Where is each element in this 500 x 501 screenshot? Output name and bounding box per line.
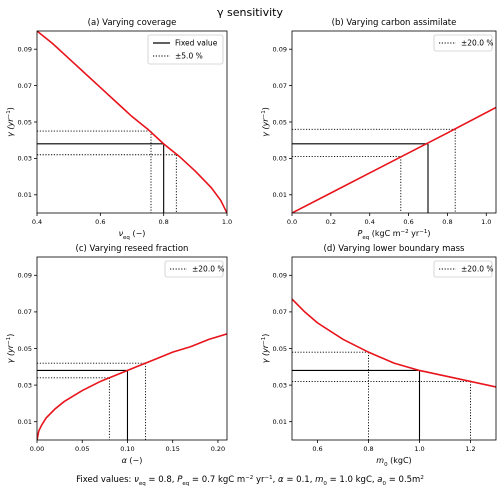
y-tick-label: 0.09: [273, 46, 287, 54]
x-tick-label: 0.8: [363, 445, 373, 453]
x-tick-label: 0.20: [211, 445, 225, 453]
legend-label: ±20.0 %: [192, 265, 225, 274]
x-tick-label: 0.8: [158, 218, 168, 226]
y-tick-label: 0.01: [18, 191, 32, 199]
y-tick-label: 0.09: [18, 46, 32, 54]
chart-panel-4: (d) Varying lower boundary mass 0.6 0.8 1.0…: [261, 244, 497, 468]
guide-lines: [37, 130, 177, 213]
x-tick-label: 0.0: [287, 218, 297, 226]
legend-box: [433, 34, 493, 52]
y-axis-label: γ (yr−1): [6, 107, 15, 137]
figure-title: γ sensitivity: [217, 6, 284, 19]
panel-title: (b) Varying carbon assimilate: [332, 18, 457, 28]
y-tick-label: 0.03: [18, 155, 32, 163]
legend-label: ±20.0 %: [461, 39, 494, 48]
y-tick-label: 0.05: [273, 118, 287, 126]
guide-lines: [292, 351, 471, 440]
y-tick-label: 0.01: [273, 418, 287, 426]
y-tick-label: 0.05: [18, 118, 32, 126]
x-tick-label: 0.2: [326, 218, 336, 226]
y-tick-label: 0.01: [273, 191, 287, 199]
legend-box: [164, 260, 224, 278]
panel-title: (c) Varying reseed fraction: [76, 244, 189, 254]
y-axis-label: γ (yr−1): [261, 107, 270, 137]
panel-title: (d) Varying lower boundary mass: [324, 244, 466, 254]
axes-frame: [291, 30, 497, 214]
y-tick-label: 0.05: [273, 345, 287, 353]
x-tick-label: 0.15: [165, 445, 179, 453]
gamma-curve: [37, 31, 227, 213]
chart-panel-3: (c) Varying reseed fraction 0.00 0.05 0.10 0…: [6, 244, 228, 465]
legend: ±20.0 %: [433, 260, 494, 278]
x-tick-label: 0.8: [442, 218, 452, 226]
panel-title: (a) Varying coverage: [88, 18, 177, 28]
y-tick-label: 0.09: [18, 272, 32, 280]
legend: ±20.0 %: [433, 34, 494, 52]
y-tick-label: 0.07: [273, 308, 287, 316]
gamma-curve: [37, 333, 227, 440]
axes-frame: [36, 256, 228, 441]
y-tick-label: 0.05: [18, 345, 32, 353]
x-tick-label: 1.0: [481, 218, 491, 226]
guide-lines: [292, 128, 456, 213]
x-tick-label: 0.05: [75, 445, 89, 453]
x-tick-label: 1.0: [222, 218, 232, 226]
chart-panel-2: (b) Varying carbon assimilate 0.0 0.2 0.4 0.…: [261, 18, 497, 241]
footer-fixed-values: Fixed values: νeq = 0.8, Peq = 0.7 kgC m…: [76, 475, 424, 487]
legend-label: ±5.0 %: [175, 52, 203, 61]
legend: Fixed value ±5.0 %: [147, 34, 224, 65]
y-tick-label: 0.01: [18, 418, 32, 426]
legend-box: [433, 260, 493, 278]
chart-panel-1: (a) Varying coverage 0.4 0.6 0.8 1.0 0.01 0.03…: [6, 18, 232, 241]
y-tick-label: 0.09: [273, 272, 287, 280]
x-tick-label: 0.4: [32, 218, 42, 226]
x-tick-label: 0.10: [120, 445, 134, 453]
x-tick-label: 0.00: [30, 445, 44, 453]
x-tick-label: 0.6: [95, 218, 105, 226]
gamma-curve: [292, 106, 496, 213]
x-tick-label: 0.6: [403, 218, 413, 226]
x-tick-label: 1.0: [414, 445, 424, 453]
x-axis-label: α (−): [122, 456, 143, 465]
chart-panels: (a) Varying coverage 0.4 0.6 0.8 1.0 0.01 0.03…: [6, 18, 497, 468]
legend-label: Fixed value: [175, 39, 218, 48]
legend-label: ±20.0 %: [461, 265, 494, 274]
x-axis-label: νeq (−): [119, 229, 146, 241]
legend: ±20.0 %: [164, 260, 225, 278]
y-axis-label: γ (yr−1): [261, 334, 270, 364]
y-tick-label: 0.07: [18, 82, 32, 90]
gamma-curve: [292, 298, 496, 388]
y-tick-label: 0.03: [18, 381, 32, 389]
x-tick-label: 1.2: [465, 445, 475, 453]
guide-lines: [37, 362, 147, 440]
y-axis-label: γ (yr−1): [6, 334, 15, 364]
y-tick-label: 0.07: [273, 82, 287, 90]
legend-box: [147, 34, 224, 65]
axes-frame: [291, 256, 497, 441]
y-tick-label: 0.07: [18, 308, 32, 316]
x-axis-label: m0 (kgC): [376, 456, 411, 468]
y-tick-label: 0.03: [273, 155, 287, 163]
x-axis-label: Peq (kgC m−2 yr−1): [358, 229, 431, 241]
x-tick-label: 0.6: [312, 445, 322, 453]
x-tick-label: 0.4: [365, 218, 375, 226]
y-tick-label: 0.03: [273, 381, 287, 389]
